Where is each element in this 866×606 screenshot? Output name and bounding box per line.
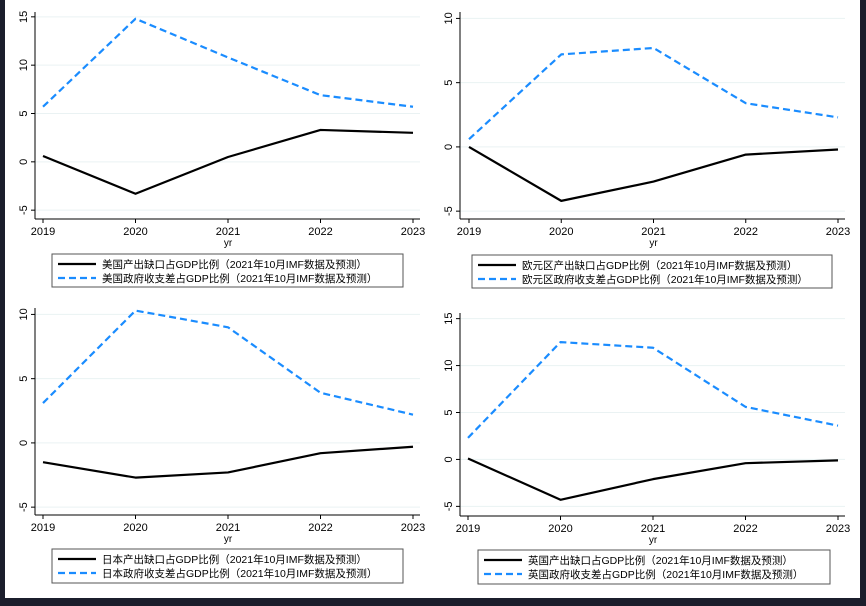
x-tick-label: 2019 [31,226,55,238]
series-line-0 [42,128,414,195]
series-line-1 [467,340,839,439]
x-tick-label: 2020 [123,522,147,534]
chart-1: -5 0 5 10 2019 2020 2021 2022 2023 yr 欧元区产出缺口占GDP比… [443,12,850,289]
x-tick-label: 2019 [457,226,481,238]
series-line-0 [42,445,414,479]
legend-box [51,253,404,288]
x-tick-label: 2020 [549,226,573,238]
x-tick-label: 2022 [308,226,332,238]
series-line-0 [467,457,839,501]
y-tick-label: 0 [18,440,30,446]
y-tick-label: -5 [443,206,455,216]
y-tick-label: -5 [18,205,30,215]
legend-label: 英国政府收支差占GDP比例（2021年10月IMF数据及预测） [528,568,803,581]
x-tick-label: 2023 [826,523,850,535]
y-tick-label: -5 [18,502,30,512]
legend-label: 日本政府收支差占GDP比例（2021年10月IMF数据及预测） [102,567,377,580]
x-tick-label: 2021 [216,522,240,534]
legend-label: 美国产出缺口占GDP比例（2021年10月IMF数据及预测） [102,258,367,271]
y-tick-label: 5 [18,376,30,382]
x-tick-label: 2022 [733,523,757,535]
x-tick-label: 2020 [548,523,572,535]
legend-label: 日本产出缺口占GDP比例（2021年10月IMF数据及预测） [102,553,367,566]
x-tick-label: 2023 [401,522,425,534]
chart-panel [5,0,860,598]
x-axis-label: yr [649,535,658,546]
x-tick-label: 2023 [401,226,425,238]
x-tick-label: 2023 [826,226,850,238]
x-axis-label: yr [649,238,658,249]
y-tick-label: 5 [18,110,30,116]
legend-label: 欧元区产出缺口占GDP比例（2021年10月IMF数据及预测） [522,259,797,272]
legend-box [471,254,833,289]
legend-label: 美国政府收支差占GDP比例（2021年10月IMF数据及预测） [102,272,377,285]
chart-3: -5 0 5 10 15 2019 2020 2021 2022 2023 yr 英国产出缺口占GDP… [443,313,850,585]
y-tick-label: 15 [18,11,30,23]
x-tick-label: 2019 [456,523,480,535]
y-tick-label: 10 [443,12,455,24]
legend: 美国产出缺口占GDP比例（2021年10月IMF数据及预测）美国政府收支差占GD… [51,253,404,288]
legend-box [51,548,404,584]
y-tick-label: 5 [443,409,455,415]
legend-label: 欧元区政府收支差占GDP比例（2021年10月IMF数据及预测） [522,273,808,286]
x-tick-label: 2022 [308,522,332,534]
y-tick-label: 10 [18,308,30,320]
chart-2: -5 0 5 10 2019 2020 2021 2022 2023 yr 日本产出缺口占GDP比例… [18,308,425,584]
x-tick-label: 2021 [641,226,665,238]
series-line-0 [468,145,839,202]
y-tick-label: -5 [443,501,455,511]
chart-0: -5 0 5 10 15 2019 2020 2021 2022 2023 yr 美国产出缺口占GDP… [18,11,425,288]
y-tick-label: 5 [443,80,455,86]
legend-box [477,549,831,585]
y-tick-label: 0 [443,456,455,462]
x-tick-label: 2022 [734,226,758,238]
y-tick-label: 10 [18,59,30,71]
y-tick-label: 10 [443,359,455,371]
legend: 日本产出缺口占GDP比例（2021年10月IMF数据及预测）日本政府收支差占GD… [51,548,404,584]
x-tick-label: 2021 [216,226,240,238]
y-tick-label: 0 [18,159,30,165]
legend: 英国产出缺口占GDP比例（2021年10月IMF数据及预测）英国政府收支差占GD… [477,549,831,585]
x-axis-label: yr [224,534,233,545]
x-axis-label: yr [224,238,233,249]
legend-label: 英国产出缺口占GDP比例（2021年10月IMF数据及预测） [528,554,793,567]
series-line-1 [468,46,839,141]
x-tick-label: 2020 [123,226,147,238]
series-line-1 [42,17,414,108]
series-line-1 [42,309,414,416]
y-tick-label: 0 [443,144,455,150]
x-tick-label: 2021 [641,523,665,535]
legend: 欧元区产出缺口占GDP比例（2021年10月IMF数据及预测）欧元区政府收支差占… [471,254,833,289]
x-tick-label: 2019 [31,522,55,534]
y-tick-label: 15 [443,313,455,325]
